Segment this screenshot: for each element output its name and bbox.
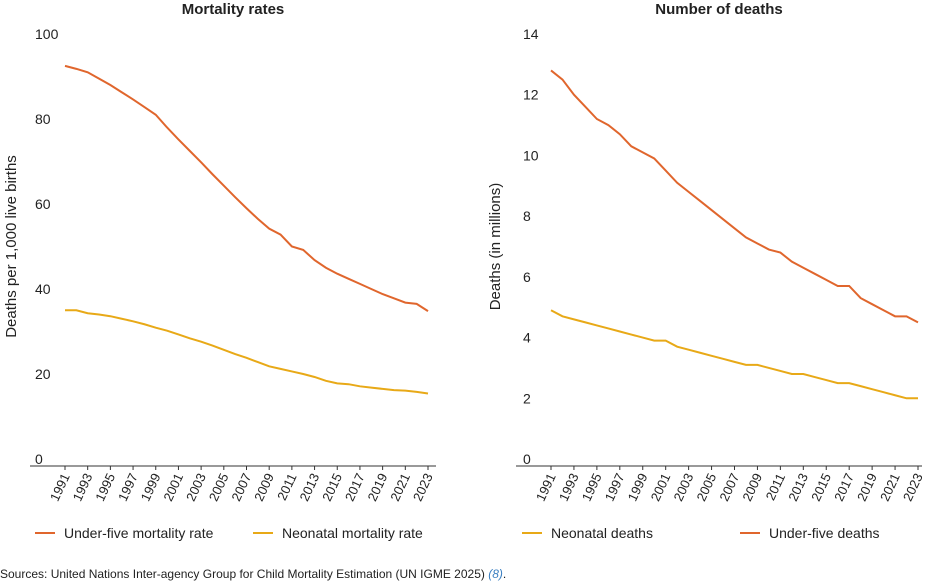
x-tick-label: 2011: [763, 471, 788, 503]
x-tick-label: 1991: [533, 471, 559, 504]
legend-label: Neonatal deaths: [551, 525, 653, 541]
x-tick-label: 2007: [228, 471, 254, 504]
chart-title: Mortality rates: [182, 1, 285, 18]
x-tick-label: 2005: [693, 471, 719, 504]
x-tick-label: 2003: [671, 471, 697, 504]
x-tick-label: 2017: [342, 471, 368, 504]
x-tick-label: 2005: [206, 471, 232, 504]
source-ref[interactable]: (8): [488, 567, 503, 581]
x-tick-label: 1995: [92, 471, 118, 504]
x-tick-label: 1995: [579, 471, 605, 504]
x-tick-label: 1993: [70, 471, 96, 504]
line-series: [550, 309, 918, 400]
x-tick-label: 2009: [251, 471, 277, 504]
x-tick-label: 2013: [296, 471, 322, 504]
y-tick-label: 40: [35, 281, 51, 297]
y-tick-label: 4: [523, 330, 531, 346]
y-tick-label: 0: [35, 451, 43, 467]
y-tick-label: 0: [523, 451, 531, 467]
y-tick-label: 20: [35, 366, 51, 382]
x-tick-label: 2017: [831, 471, 857, 504]
x-tick-label: 2013: [785, 471, 811, 504]
line-series: [65, 309, 429, 395]
chart-title: Number of deaths: [655, 1, 783, 18]
x-tick-label: 2015: [808, 471, 834, 504]
x-tick-label: 2019: [854, 471, 880, 504]
x-tick-label: 1991: [47, 471, 73, 504]
source-note: Sources: United Nations Inter-agency Gro…: [0, 567, 506, 581]
x-tick-label: 2009: [739, 471, 765, 504]
x-tick-label: 2021: [387, 471, 413, 504]
line-series: [64, 64, 429, 312]
legend-label: Under-five mortality rate: [64, 525, 214, 541]
legend-label: Neonatal mortality rate: [282, 525, 423, 541]
x-tick-label: 1993: [556, 471, 582, 504]
y-axis-label: Deaths per 1,000 live births: [3, 155, 20, 338]
source-text: Sources: United Nations Inter-agency Gro…: [0, 567, 485, 581]
x-tick-label: 2003: [183, 471, 209, 504]
source-end: .: [503, 567, 506, 581]
x-tick-label: 2021: [877, 471, 903, 504]
x-tick-label: 1997: [115, 471, 141, 504]
y-tick-label: 60: [35, 196, 51, 212]
x-tick-label: 2001: [160, 471, 186, 504]
y-tick-label: 80: [35, 111, 51, 127]
x-tick-label: 2001: [648, 471, 674, 504]
x-tick-label: 1997: [602, 471, 628, 504]
x-tick-label: 2019: [365, 471, 391, 504]
y-tick-label: 14: [523, 26, 539, 42]
legend-label: Under-five deaths: [769, 525, 880, 541]
x-tick-label: 2023: [900, 471, 926, 504]
y-tick-label: 100: [35, 26, 59, 42]
y-tick-label: 12: [523, 87, 539, 103]
y-tick-label: 6: [523, 269, 531, 285]
x-tick-label: 1999: [625, 471, 651, 504]
x-tick-label: 2023: [410, 471, 436, 504]
x-tick-label: 2015: [319, 471, 345, 504]
y-axis-label: Deaths (in millions): [487, 183, 504, 311]
x-tick-label: 1999: [138, 471, 164, 504]
y-tick-label: 8: [523, 208, 531, 224]
x-tick-label: 2007: [716, 471, 742, 504]
y-tick-label: 10: [523, 147, 539, 163]
line-series: [550, 69, 919, 324]
y-tick-label: 2: [523, 390, 531, 406]
